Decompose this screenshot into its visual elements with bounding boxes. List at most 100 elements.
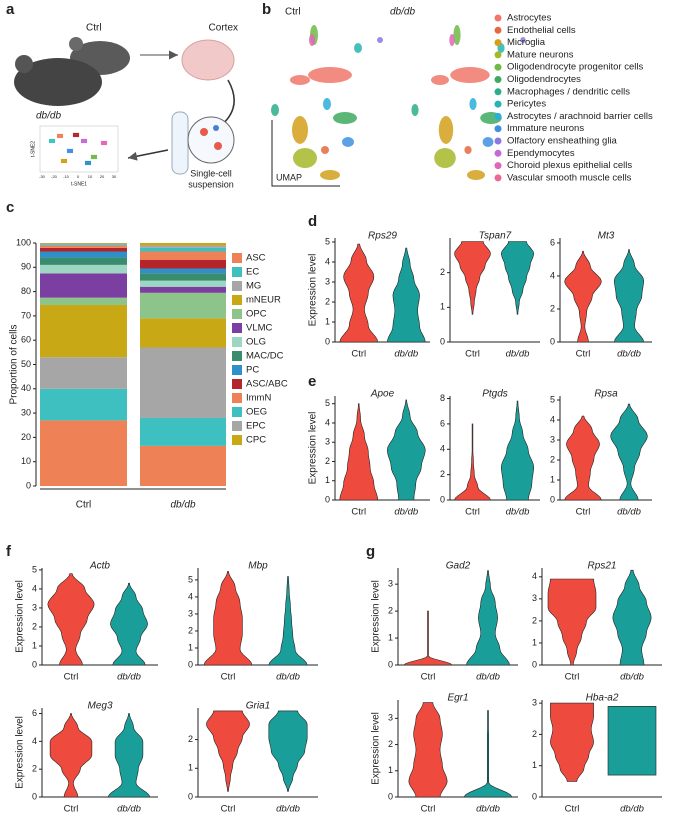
y-tick-label: 1 [388, 632, 393, 642]
y-tick-label: 70 [21, 310, 31, 320]
legend-label: Pericytes [507, 99, 546, 110]
y-tick-label: 6 [32, 708, 37, 718]
bar-segment [40, 243, 127, 245]
y-tick-label: 4 [325, 417, 330, 427]
y-tick-label: 0 [532, 659, 537, 669]
y-axis-label: Proportion of cells [9, 324, 20, 404]
bar-segment [140, 260, 226, 269]
gene-title: Mbp [248, 561, 268, 572]
legend-label: Astrocytes [507, 13, 552, 24]
tsne-dot [74, 132, 78, 136]
tsne-dot [48, 138, 52, 142]
tsne-axis: t-SNE2 [30, 141, 36, 157]
gene-title: Tspan7 [479, 231, 512, 242]
legend-label: Olfactory ensheathing glia [507, 136, 618, 147]
label-dbdb: db/db [36, 111, 61, 122]
y-tick-label: 0 [550, 494, 555, 504]
violin [500, 241, 535, 315]
legend-dot [494, 26, 502, 34]
tsne-dot [58, 135, 62, 139]
legend-label: Ependymocytes [507, 148, 575, 159]
y-tick-label: 5 [550, 394, 555, 404]
y-tick-label: 5 [32, 564, 37, 574]
legend-swatch [232, 407, 242, 417]
panel-label: g [366, 543, 375, 560]
tsne-dot [88, 162, 92, 166]
y-tick-label: 0 [325, 494, 330, 504]
umap-cluster [377, 37, 383, 43]
tsne-dot [90, 154, 94, 158]
y-tick-label: 4 [325, 256, 330, 266]
label-ctrl: Ctrl [86, 23, 102, 34]
y-axis-label: Expression level [308, 254, 319, 327]
umap-cluster [342, 137, 354, 147]
y-tick-label: 3 [388, 579, 393, 589]
tsne-dot [62, 158, 66, 162]
panel-label: c [6, 199, 14, 216]
violin [454, 423, 491, 501]
x-tick-label: db/db [394, 507, 418, 518]
umap-cluster [431, 75, 449, 85]
gene-title: Actb [89, 561, 110, 572]
umap-cluster [450, 67, 490, 83]
y-tick-label: 0 [188, 791, 193, 801]
umap-title: db/db [390, 7, 415, 18]
legend-label: MG [246, 281, 261, 292]
tsne-dot [86, 160, 90, 164]
violin [564, 415, 602, 501]
bar-segment [140, 268, 226, 274]
legend-label: OPC [246, 309, 267, 320]
tsne-dot [64, 158, 68, 162]
legend-label: EPC [246, 421, 266, 432]
legend-label: Immature neurons [507, 123, 584, 134]
y-tick-label: 2 [325, 296, 330, 306]
tsne-dot [52, 138, 56, 142]
violin [49, 713, 93, 798]
violin [564, 250, 602, 343]
y-tick-label: 0 [440, 336, 445, 346]
y-tick-label: 0 [440, 494, 445, 504]
bar-segment [140, 347, 226, 418]
umap-cluster [449, 34, 455, 46]
gene-title: Egr1 [447, 693, 468, 704]
bar-segment [40, 420, 127, 486]
x-tick-label: db/db [394, 349, 418, 360]
umap-cluster [333, 112, 357, 124]
y-tick-label: 6 [550, 237, 555, 247]
violin [408, 702, 448, 798]
x-tick-label: db/db [506, 349, 530, 360]
tsne-frame [39, 125, 119, 173]
tsne-dot [70, 148, 74, 152]
tsne-tick: 20 [100, 174, 105, 179]
legend-dot [494, 174, 502, 182]
violin [47, 573, 95, 666]
y-tick-label: 5 [188, 574, 193, 584]
y-tick-label: 2 [388, 605, 393, 615]
violin [386, 399, 426, 501]
bar-segment [140, 247, 226, 252]
legend-label: ImmN [246, 393, 271, 404]
bar-segment [40, 304, 127, 358]
umap-cluster [434, 148, 456, 168]
x-tick-label: db/db [117, 672, 141, 683]
y-tick-label: 5 [325, 236, 330, 246]
tsne-tick: -20 [51, 174, 58, 179]
violin [206, 710, 250, 792]
y-tick-label: 3 [325, 276, 330, 286]
umap-axes [271, 120, 340, 187]
tsne-dot [74, 134, 78, 138]
bar-segment [140, 273, 226, 281]
tsne-dot [102, 140, 106, 144]
tsne-dot [80, 140, 84, 144]
y-tick-label: 2 [32, 764, 37, 774]
legend-dot [494, 137, 502, 145]
legend-label: OEG [246, 407, 267, 418]
x-tick-label: Ctrl [576, 349, 591, 360]
violin [203, 571, 253, 666]
gene-title: Meg3 [87, 701, 112, 712]
bar-segment [140, 318, 226, 348]
y-tick-label: 4 [32, 736, 37, 746]
tsne-tick: -10 [63, 174, 70, 179]
legend-swatch [232, 421, 242, 431]
tsne-dot [94, 154, 98, 158]
